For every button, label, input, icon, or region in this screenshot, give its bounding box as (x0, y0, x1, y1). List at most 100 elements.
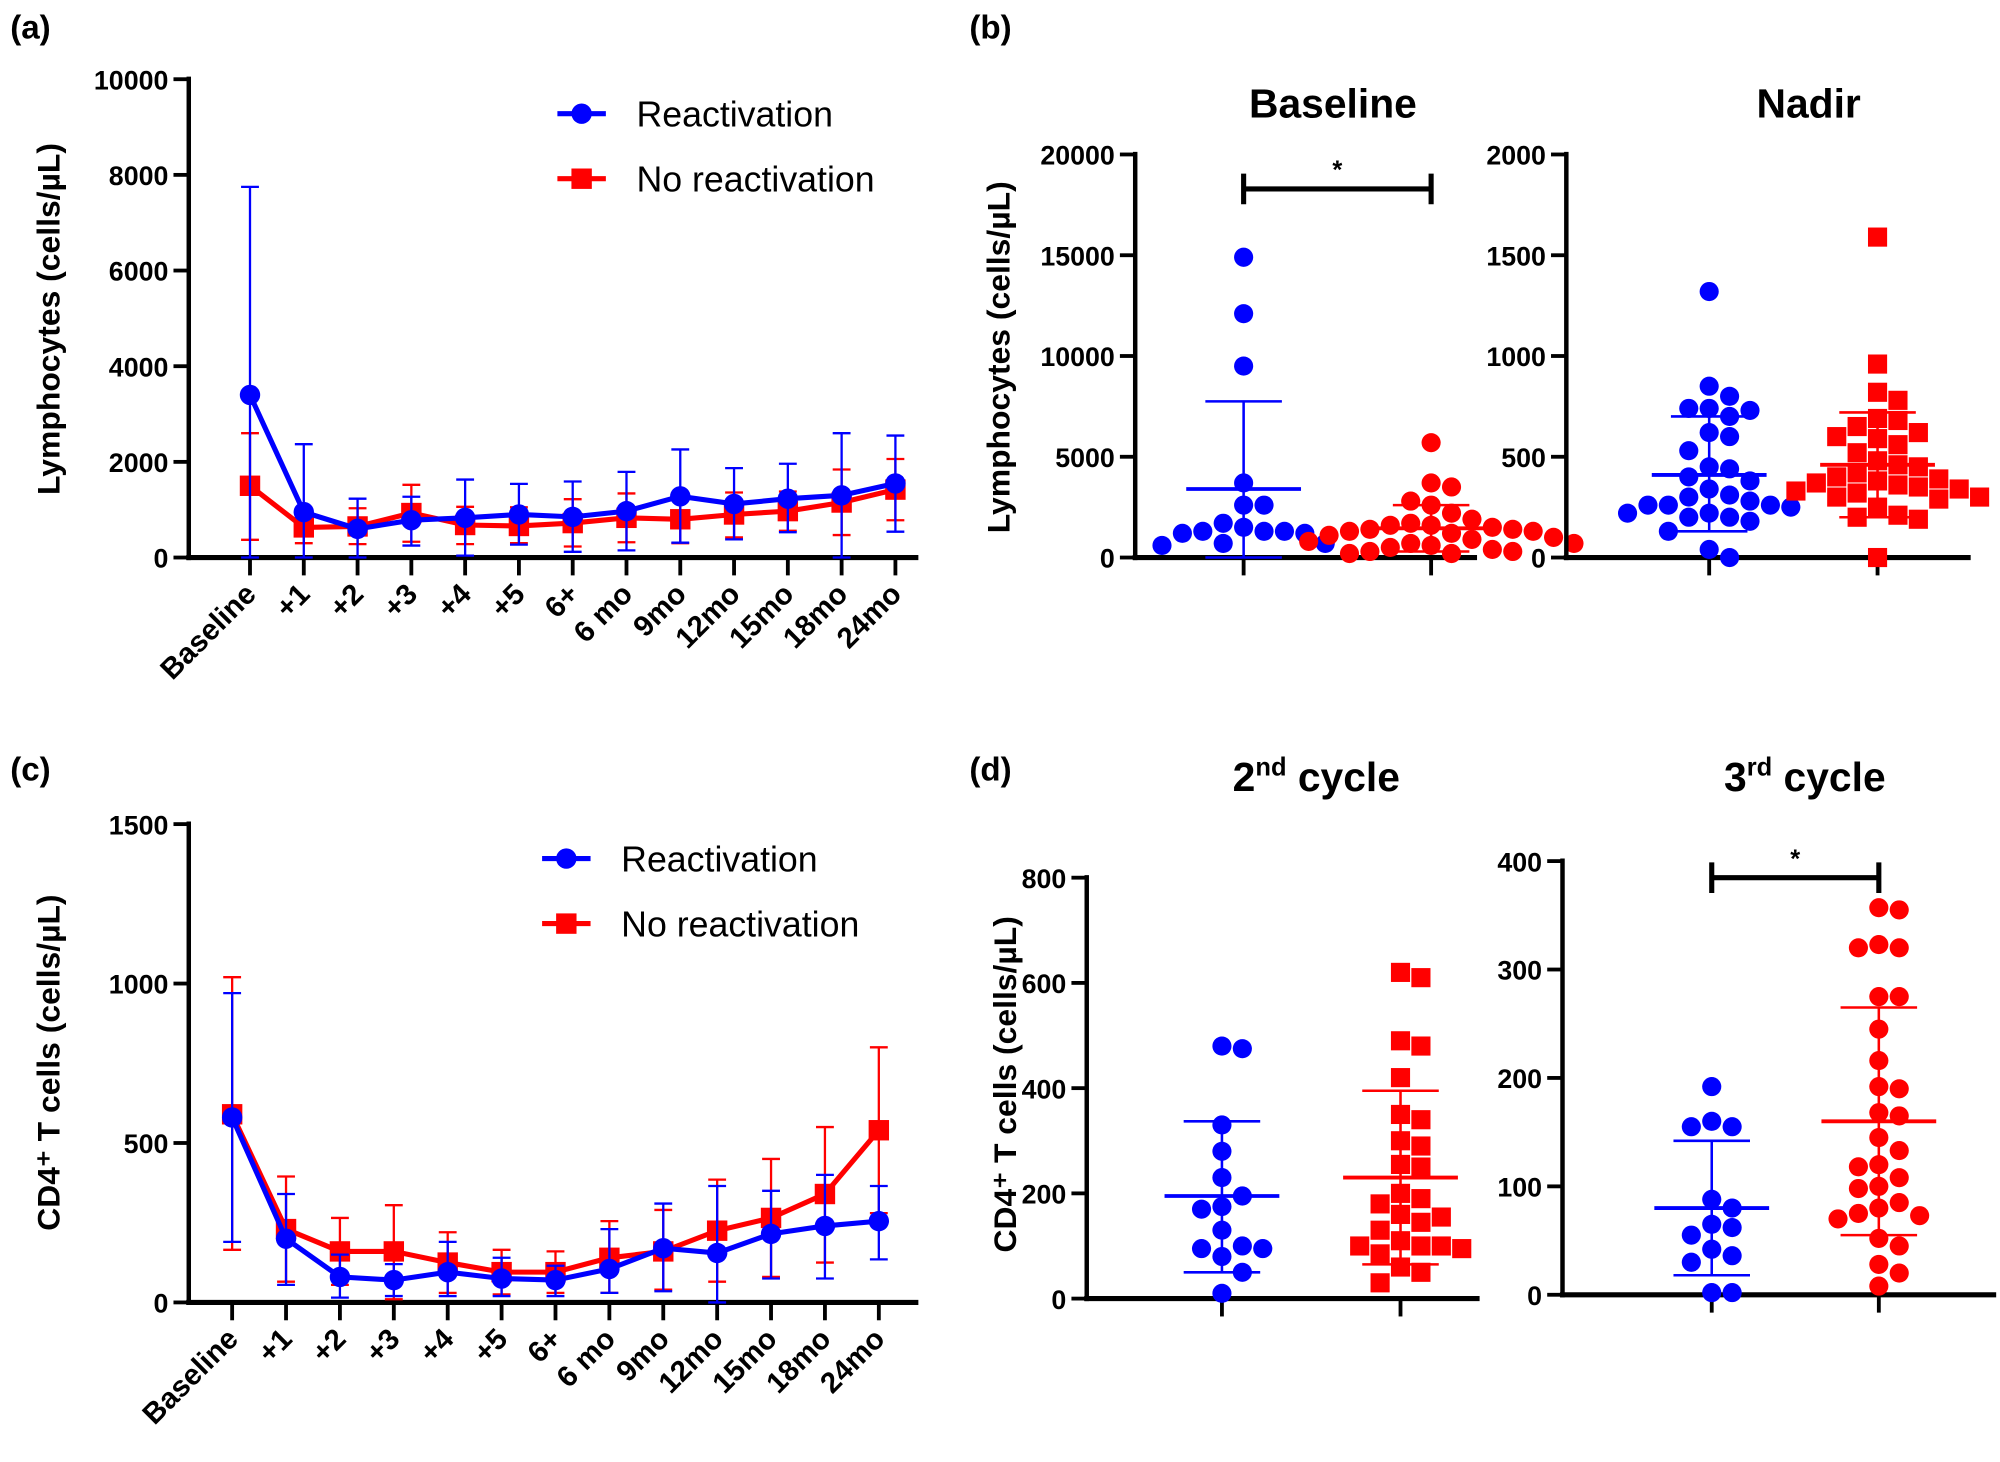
data-point (1720, 485, 1740, 505)
data-point (1740, 511, 1760, 531)
y-tick-label: 20000 (1040, 141, 1114, 171)
data-point (1679, 507, 1699, 527)
data-point (1848, 938, 1868, 958)
data-point (1390, 1068, 1411, 1088)
data-point (1411, 1036, 1431, 1056)
data-point (1401, 533, 1421, 553)
chart-title: 2nd cycle (1233, 754, 1400, 800)
data-point (885, 473, 906, 494)
data-point (347, 518, 368, 540)
data-point (1869, 898, 1889, 918)
data-point (1888, 410, 1908, 431)
y-tick-label: 0 (1100, 544, 1115, 574)
data-point (1929, 489, 1949, 509)
data-point (1722, 1246, 1742, 1266)
data-point (616, 500, 637, 522)
y-tick-label: 500 (1501, 443, 1546, 473)
data-point (1699, 376, 1719, 396)
data-point (1720, 386, 1740, 406)
significance-star: * (1790, 845, 1800, 873)
panel-label: (a) (10, 9, 51, 46)
data-point (1848, 1157, 1868, 1177)
series-line-no-reactivation (229, 1113, 881, 1275)
data-point (1722, 1283, 1742, 1303)
data-point (1869, 987, 1889, 1007)
data-point (1888, 475, 1908, 495)
x-tick-label: +4 (413, 1322, 460, 1369)
y-tick-label: 200 (1022, 1180, 1067, 1210)
data-point (1503, 519, 1523, 539)
data-point (1360, 519, 1380, 539)
y-tick-label: 800 (1022, 864, 1067, 894)
panel-label: (b) (969, 9, 1011, 46)
data-point (1889, 1168, 1909, 1188)
data-point (1827, 427, 1847, 447)
title-superscript: nd (1255, 754, 1286, 782)
data-point (1253, 1239, 1273, 1259)
data-point (1390, 1257, 1411, 1277)
data-point (1740, 491, 1760, 511)
data-point (1702, 1077, 1722, 1097)
data-point (868, 1120, 890, 1141)
y-tick-label: 10000 (1040, 342, 1114, 372)
y-tick-label: 6000 (109, 257, 169, 287)
data-point (1390, 962, 1411, 982)
data-point (1889, 1141, 1909, 1161)
significance-bracket (1241, 173, 1434, 205)
x-tick-label: +3 (359, 1322, 406, 1369)
data-point (1380, 537, 1400, 558)
data-point (1702, 1111, 1722, 1131)
data-point (293, 501, 314, 523)
data-point (437, 1261, 458, 1283)
x-tick-label: 6 mo (567, 577, 639, 649)
legend-marker (571, 103, 592, 124)
data-point (1699, 398, 1719, 418)
data-point (1191, 1239, 1212, 1259)
data-point (1679, 487, 1699, 507)
y-tick-label: 8000 (109, 161, 169, 191)
chart-title: Baseline (1249, 80, 1417, 126)
legend-marker (571, 168, 592, 189)
data-point (1910, 1206, 1930, 1226)
y-axis-label: CD4⁺ T cells (cells/µL) (987, 916, 1023, 1252)
title-base: 3 (1724, 754, 1747, 800)
data-point (1867, 547, 1888, 568)
y-tick-label: 4000 (109, 352, 169, 382)
data-point (1681, 1252, 1701, 1272)
y-tick-label: 400 (1497, 847, 1542, 877)
data-point (1699, 539, 1719, 560)
data-point (1411, 1136, 1431, 1156)
data-point (868, 1210, 890, 1232)
data-point (1828, 1209, 1848, 1229)
data-point (1699, 281, 1719, 302)
data-point (1869, 1276, 1889, 1296)
x-tick-label: +4 (431, 577, 478, 624)
data-point (1350, 1236, 1370, 1256)
y-tick-label: 100 (1497, 1173, 1542, 1203)
data-point (1411, 1212, 1431, 1232)
y-tick-label: 0 (1531, 544, 1546, 574)
data-point (545, 1269, 566, 1291)
data-point (670, 486, 691, 507)
title-rest: cycle (1772, 754, 1885, 800)
significance-star: * (1332, 157, 1342, 185)
legend-item: Reactivation (557, 94, 833, 134)
data-point (723, 493, 745, 515)
data-point (1431, 1207, 1451, 1227)
data-point (1390, 1031, 1411, 1051)
data-point (1411, 1236, 1431, 1256)
data-point (1421, 433, 1441, 453)
y-tick-label: 1500 (1486, 241, 1546, 271)
data-point (1441, 543, 1462, 564)
data-point (1411, 1157, 1431, 1177)
data-point (1339, 543, 1360, 564)
data-point (1213, 533, 1233, 553)
data-point (1212, 1283, 1232, 1303)
x-tick-label: +1 (252, 1322, 299, 1369)
data-point (1193, 521, 1213, 541)
data-point (1370, 1194, 1390, 1214)
y-tick-label: 1000 (1486, 342, 1546, 372)
y-tick-label: 600 (1022, 969, 1067, 999)
